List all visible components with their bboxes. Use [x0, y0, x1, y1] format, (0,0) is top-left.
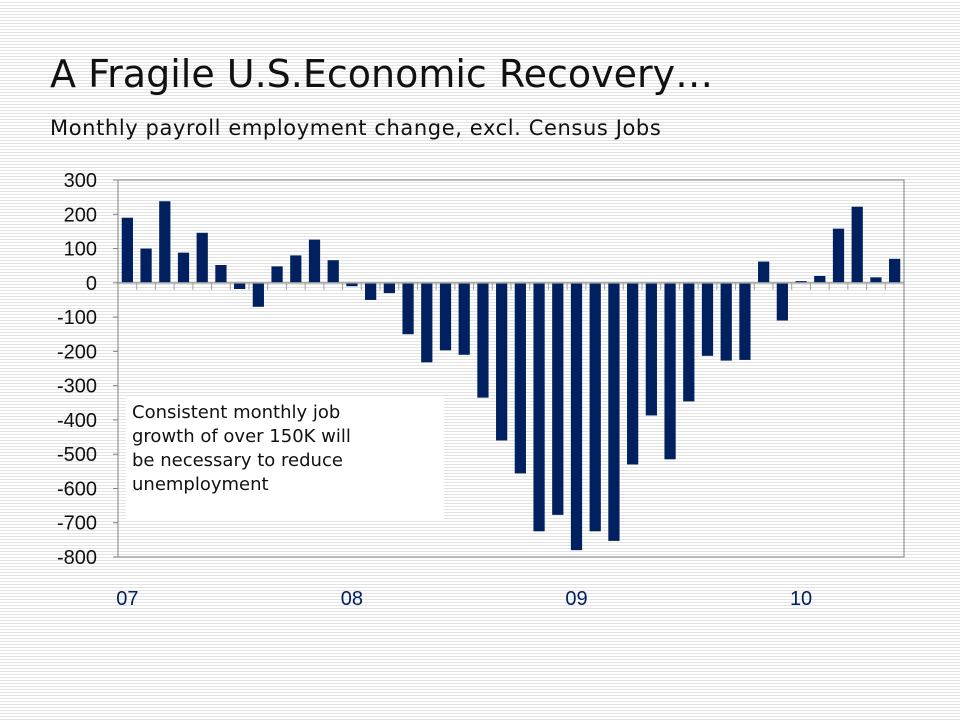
zero-line-ticks [117, 282, 905, 290]
bar [383, 282, 395, 294]
bar [215, 264, 227, 283]
x-tick-label: 08 [341, 588, 363, 610]
bar [664, 282, 676, 460]
bar [234, 282, 246, 289]
bar [346, 282, 358, 287]
bar [308, 239, 321, 283]
plot-frame [117, 179, 905, 558]
y-tick-label: -500 [57, 444, 97, 466]
bar [570, 282, 583, 551]
bar [627, 282, 639, 465]
y-tick-label: -100 [57, 307, 97, 329]
bar [477, 282, 489, 398]
chart-subtitle: Monthly payroll employment change, excl.… [50, 116, 662, 140]
y-tick-label: 300 [64, 170, 97, 192]
bar [196, 232, 208, 283]
bar [645, 282, 657, 416]
bar [159, 201, 171, 283]
bar [421, 282, 433, 363]
x-tick-label: 10 [790, 588, 812, 610]
bar [795, 281, 807, 283]
y-tick-label: -300 [57, 376, 97, 398]
bar [851, 206, 863, 283]
bar [252, 282, 264, 307]
y-tick-label: -800 [57, 547, 97, 569]
bar [776, 282, 788, 321]
bar [683, 282, 695, 402]
y-tick-label: -600 [57, 478, 97, 500]
bar [365, 282, 377, 300]
x-axis-labels: 07 08 09 10 [116, 588, 812, 610]
bar [552, 282, 564, 515]
bar [533, 282, 545, 532]
bar [889, 258, 901, 283]
y-tick-label: 200 [64, 204, 97, 226]
y-tick-label: -400 [57, 410, 97, 432]
bars [121, 201, 901, 551]
y-tick-label: -700 [57, 513, 97, 535]
bar [290, 255, 302, 283]
bar [739, 282, 751, 360]
chart-title: A Fragile U.S.Economic Recovery… [50, 52, 714, 96]
bar [814, 275, 826, 283]
bar [140, 248, 152, 283]
bar [177, 252, 190, 283]
x-axis-ticks [113, 179, 118, 558]
annotation-box: Consistent monthly job growth of over 15… [126, 397, 444, 519]
bar [327, 260, 339, 283]
y-tick-label: 100 [64, 239, 97, 261]
bar [271, 266, 283, 283]
x-tick-label: 09 [565, 588, 587, 610]
bar [870, 277, 882, 283]
bar [608, 282, 620, 541]
bar [496, 282, 508, 441]
bar [758, 261, 770, 283]
bar [514, 282, 526, 474]
bar [402, 282, 414, 335]
bar [832, 228, 845, 283]
x-tick-label: 07 [116, 588, 138, 610]
y-axis-labels: 300 200 100 0 -100 -200 -300 -400 -500 -600 -700 -8… [57, 170, 97, 569]
bar [121, 217, 133, 283]
bar [589, 282, 601, 532]
bar [720, 282, 732, 361]
y-tick-label: 0 [86, 273, 97, 295]
y-tick-label: -200 [57, 341, 97, 363]
bar [439, 282, 452, 351]
bar [458, 282, 470, 355]
bar [701, 282, 714, 356]
